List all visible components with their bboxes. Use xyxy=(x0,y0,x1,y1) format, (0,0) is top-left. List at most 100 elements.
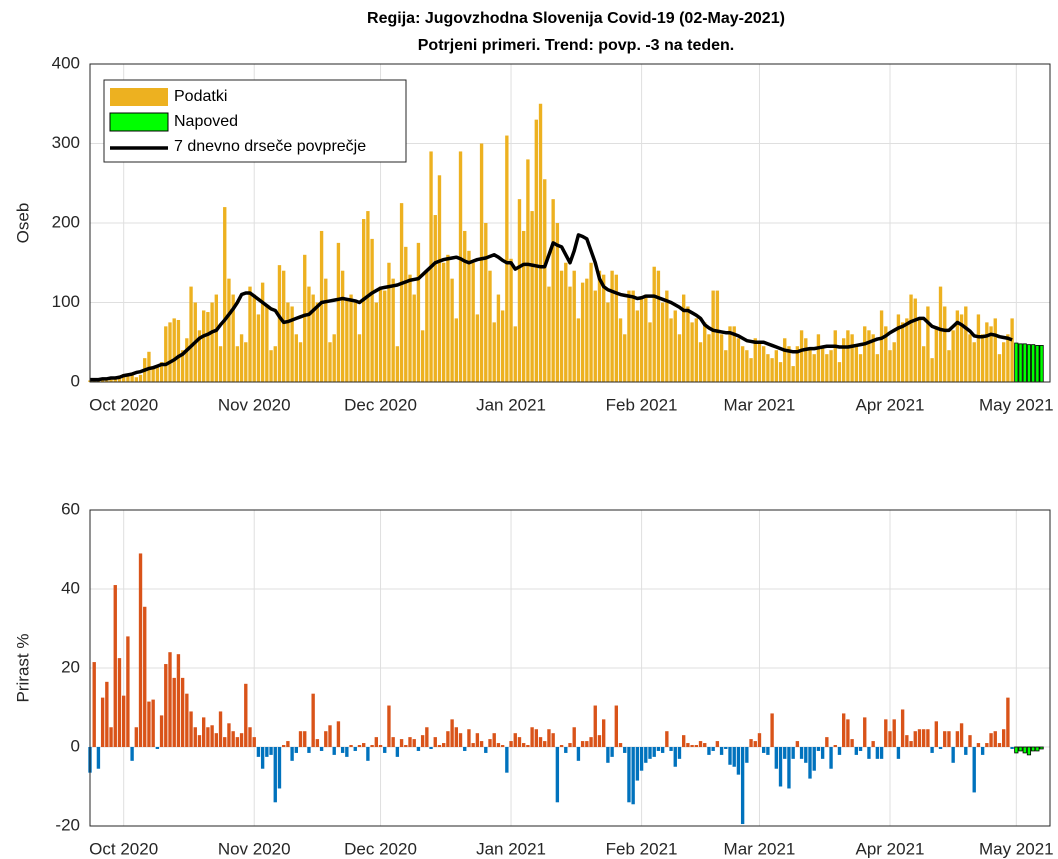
bar xyxy=(378,745,383,747)
bar xyxy=(399,203,404,382)
bar xyxy=(673,310,677,382)
bar xyxy=(955,310,960,382)
bar xyxy=(467,729,471,747)
bar xyxy=(686,306,690,382)
bar xyxy=(471,262,475,382)
axes: Oct 2020 Nov 2020 Dec 2020 Jan 2021 Feb 2021… xyxy=(13,499,1053,858)
bar xyxy=(1035,345,1040,383)
bar xyxy=(665,290,669,382)
bar xyxy=(197,330,202,382)
bar xyxy=(126,636,130,747)
bar xyxy=(842,713,846,747)
bar xyxy=(399,739,404,747)
bar xyxy=(610,270,614,382)
bar xyxy=(282,270,286,382)
bar xyxy=(854,346,858,382)
bar xyxy=(639,747,644,771)
bar xyxy=(1022,746,1027,754)
y-tick-label: 40 xyxy=(61,578,80,597)
bar xyxy=(677,334,682,382)
bar xyxy=(905,735,909,747)
bar xyxy=(168,652,172,747)
bar xyxy=(593,290,597,382)
bar xyxy=(307,286,311,382)
bar xyxy=(778,747,783,787)
x-tick-label: Apr 2021 xyxy=(856,839,925,858)
bar xyxy=(791,366,795,382)
bar xyxy=(547,286,551,382)
bar xyxy=(863,717,867,747)
bar xyxy=(117,658,122,747)
bar xyxy=(698,741,703,747)
bar xyxy=(269,350,273,382)
bar xyxy=(951,330,955,382)
bar xyxy=(100,697,105,747)
bar xyxy=(707,334,711,382)
bar xyxy=(766,354,770,382)
bar xyxy=(888,350,892,382)
bar xyxy=(505,135,509,382)
bar xyxy=(235,737,240,747)
bar xyxy=(492,733,496,747)
bar xyxy=(795,741,800,747)
bar xyxy=(425,727,429,747)
bar xyxy=(1022,343,1027,383)
x-tick-label: Dec 2020 xyxy=(344,395,417,414)
bar xyxy=(631,747,635,805)
bar xyxy=(909,741,913,747)
bar xyxy=(947,731,951,747)
bar xyxy=(256,314,261,382)
bar xyxy=(757,342,762,382)
bar xyxy=(879,310,884,382)
bar xyxy=(968,334,972,382)
bar xyxy=(235,346,240,382)
bar xyxy=(543,179,547,382)
bar xyxy=(530,727,534,747)
bar xyxy=(176,319,181,382)
bar xyxy=(244,342,248,382)
x-tick-label: May 2021 xyxy=(979,395,1054,414)
x-tick-label: Nov 2020 xyxy=(218,395,291,414)
bar xyxy=(105,681,109,747)
moving-average-line xyxy=(90,233,1013,382)
bar xyxy=(597,735,602,747)
bar xyxy=(273,346,277,382)
bar xyxy=(1006,697,1010,747)
bar xyxy=(1035,746,1040,752)
bar xyxy=(366,747,370,761)
bar xyxy=(189,286,193,382)
y-tick-label: 300 xyxy=(52,133,80,152)
bar xyxy=(715,290,720,382)
y-tick-label: 100 xyxy=(52,292,80,311)
bar xyxy=(180,350,185,382)
bar xyxy=(930,747,934,753)
bar xyxy=(328,342,332,382)
bar xyxy=(475,314,480,382)
bar xyxy=(787,747,791,789)
bar xyxy=(913,298,917,382)
bar xyxy=(576,318,581,382)
bar xyxy=(189,711,193,747)
bar xyxy=(463,747,467,751)
bar xyxy=(143,606,147,747)
bar xyxy=(404,246,408,382)
bar xyxy=(260,747,265,769)
bar xyxy=(134,727,138,747)
bar xyxy=(362,743,366,747)
bar xyxy=(340,270,345,382)
x-tick-label: Jan 2021 xyxy=(476,395,546,414)
bar xyxy=(551,733,555,747)
bar xyxy=(682,735,686,747)
bar xyxy=(282,745,286,747)
bar xyxy=(618,743,623,747)
bar xyxy=(711,747,715,751)
bar xyxy=(703,322,707,382)
bar xyxy=(724,747,728,749)
bar xyxy=(623,747,627,753)
bar xyxy=(753,338,757,382)
bar xyxy=(816,747,821,751)
bar xyxy=(298,342,303,382)
bar xyxy=(433,737,437,747)
bar xyxy=(648,322,652,382)
bar xyxy=(437,175,442,382)
